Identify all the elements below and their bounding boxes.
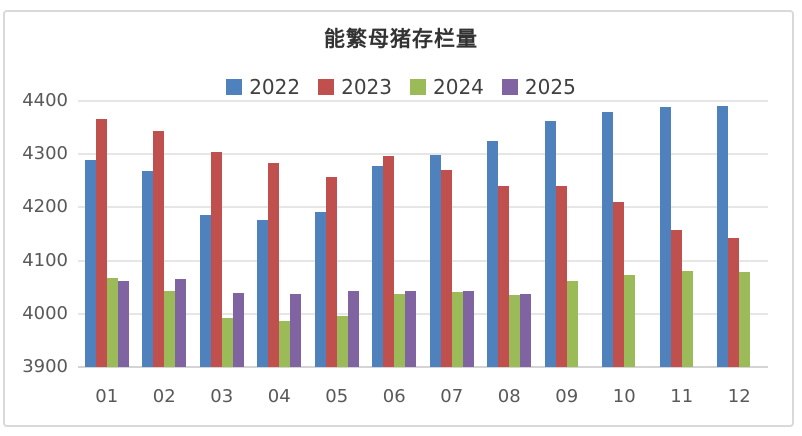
bar-2022-09 [544,121,556,367]
bar-2024-09 [566,280,578,367]
bar-2025-02 [175,278,187,367]
bar-2023-06 [383,156,395,367]
bar-2022-10 [602,112,614,367]
bar-2024-06 [394,293,406,367]
y-tick-label-4000: 4000 [22,302,68,324]
legend-swatch-2023 [318,79,335,95]
legend-swatch-2024 [410,79,426,95]
bar-2025-03 [232,293,244,367]
legend-label-2023: 2023 [341,75,392,99]
bar-2022-07 [429,155,441,367]
bar-2022-11 [659,107,671,367]
bar-2023-03 [210,151,222,367]
y-tick-label-4100: 4100 [22,249,68,271]
bar-2024-02 [164,291,176,367]
legend-label-2025: 2025 [524,75,576,99]
x-axis-line [78,366,768,368]
legend-item-2022: 2022 [226,77,300,97]
bar-2024-11 [681,271,693,367]
x-tick-label-11: 11 [670,386,694,407]
x-tick-label-01: 01 [95,386,119,407]
x-tick-label-04: 04 [267,386,291,407]
x-tick-label-10: 10 [612,386,636,407]
bar-2025-08 [520,293,532,367]
x-tick-label-12: 12 [727,386,751,407]
bar-2022-02 [142,171,154,367]
bar-2022-03 [199,215,211,367]
y-tick-label-4400: 4400 [22,90,68,111]
legend-item-2025: 2025 [501,75,576,99]
bar-2023-05 [325,176,337,367]
bar-2025-06 [405,290,417,367]
gridline-4000 [78,312,768,315]
chart-title: 能繁母猪存栏量 [324,27,478,51]
bar-2024-07 [451,291,463,367]
x-tick-label-09: 09 [555,386,579,407]
x-tick-label-05: 05 [325,386,349,407]
bar-2023-08 [498,185,510,367]
x-tick-label-06: 06 [382,386,406,407]
bar-2022-12 [717,106,729,367]
bar-2023-01 [95,118,107,367]
legend-swatch-2025 [501,79,518,95]
bar-2024-12 [739,272,751,367]
bar-2023-11 [670,229,682,367]
x-tick-label-08: 08 [497,386,521,407]
x-tick-label-03: 03 [210,386,234,407]
x-tick-label-07: 07 [440,386,464,407]
legend-label-2022: 2022 [249,75,301,99]
bar-2025-05 [347,291,359,367]
y-tick-label-4300: 4300 [22,143,68,165]
gridline-4400 [78,100,768,102]
gridline-4100 [78,259,768,262]
legend-swatch-2022 [226,79,243,95]
chart-legend: 2022 2023 2024 2025 [0,77,802,97]
bar-2023-12 [728,238,740,367]
legend-label-2024: 2024 [433,75,484,99]
bar-2023-10 [613,202,625,367]
bar-2023-04 [268,162,280,367]
y-tick-label-4200: 4200 [22,196,68,218]
legend-item-2023: 2023 [318,77,392,97]
bar-2024-05 [336,315,348,367]
y-tick-label-3900: 3900 [22,356,68,377]
bar-2022-01 [84,159,96,367]
bar-2025-01 [117,280,129,367]
bar-2024-03 [221,318,233,367]
x-tick-label-02: 02 [152,386,176,407]
bar-2023-09 [555,186,567,367]
bar-2024-01 [106,278,118,367]
bar-2022-08 [487,141,499,367]
bar-2025-04 [290,293,302,367]
gridline-4200 [78,206,768,209]
bar-2022-05 [314,211,326,367]
bar-2022-06 [372,166,384,367]
legend-item-2024: 2024 [410,77,484,97]
bar-2022-04 [257,219,269,367]
bar-2025-07 [462,291,474,367]
bar-2024-04 [279,321,291,367]
bar-2024-10 [624,274,636,367]
gridline-4300 [78,153,768,156]
bar-2024-08 [509,294,521,367]
bar-2023-07 [440,169,452,367]
bar-2023-02 [153,131,165,367]
